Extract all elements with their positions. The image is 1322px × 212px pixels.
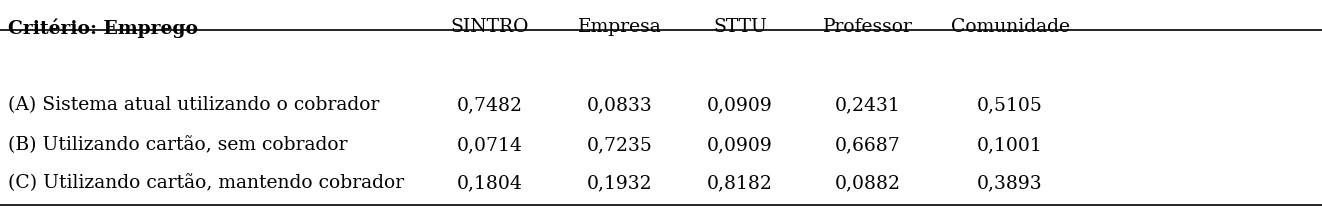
Text: 0,0714: 0,0714: [457, 136, 524, 154]
Text: 0,5105: 0,5105: [977, 96, 1043, 114]
Text: (C) Utilizando cartão, mantendo cobrador: (C) Utilizando cartão, mantendo cobrador: [8, 174, 405, 192]
Text: Empresa: Empresa: [578, 18, 662, 36]
Text: 0,0909: 0,0909: [707, 136, 773, 154]
Text: 0,7235: 0,7235: [587, 136, 653, 154]
Text: 0,0882: 0,0882: [836, 174, 902, 192]
Text: 0,1001: 0,1001: [977, 136, 1043, 154]
Text: 0,0909: 0,0909: [707, 96, 773, 114]
Text: 0,3893: 0,3893: [977, 174, 1043, 192]
Text: 0,1804: 0,1804: [457, 174, 524, 192]
Text: 0,2431: 0,2431: [836, 96, 900, 114]
Text: STTU: STTU: [713, 18, 767, 36]
Text: 0,6687: 0,6687: [836, 136, 900, 154]
Text: 0,1932: 0,1932: [587, 174, 653, 192]
Text: Professor: Professor: [824, 18, 914, 36]
Text: Critério: Emprego: Critério: Emprego: [8, 18, 198, 38]
Text: 0,0833: 0,0833: [587, 96, 653, 114]
Text: 0,8182: 0,8182: [707, 174, 773, 192]
Text: 0,7482: 0,7482: [457, 96, 524, 114]
Text: (A) Sistema atual utilizando o cobrador: (A) Sistema atual utilizando o cobrador: [8, 96, 379, 114]
Text: Comunidade: Comunidade: [951, 18, 1069, 36]
Text: SINTRO: SINTRO: [451, 18, 529, 36]
Text: (B) Utilizando cartão, sem cobrador: (B) Utilizando cartão, sem cobrador: [8, 136, 348, 154]
